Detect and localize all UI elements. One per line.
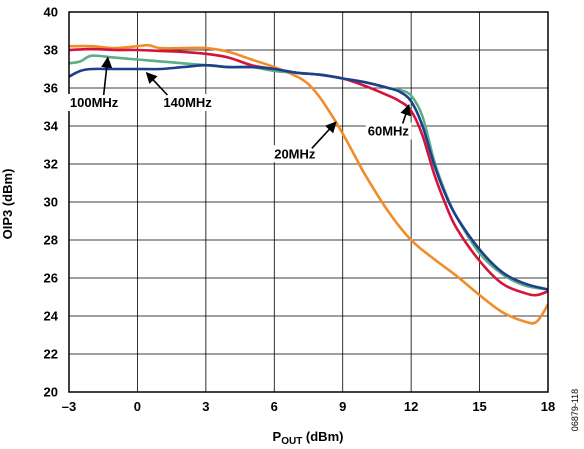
x-tick-label: 0 [134,399,141,414]
y-tick-label: 26 [44,271,58,286]
series-line-140mhz [69,63,548,291]
figure-id: 06879-118 [570,389,580,431]
series-line-60mhz [69,47,548,297]
y-tick-label: 28 [44,233,58,248]
annotation-label-bg [67,94,121,111]
y-tick-label: 22 [44,347,58,362]
y-tick-label: 30 [44,195,58,210]
y-tick-labels: 20 22 24 26 28 30 32 34 36 38 40 [44,5,59,400]
annotation-label-bg [365,122,412,140]
y-tick-label: 32 [44,157,58,172]
annotation-arrow [311,121,337,149]
y-tick-label: 20 [44,385,58,400]
x-tick-label: 15 [472,399,486,414]
series-line-20mhz [69,43,548,325]
x-axis-title-main: P [273,429,282,444]
x-tick-labels: –3 0 3 6 9 12 15 18 [62,399,555,414]
y-tick-label: 24 [44,309,59,324]
annotation-label-100mhz: 100MHz [70,95,119,110]
x-axis-title-sub: OUT [281,436,302,447]
y-tick-label: 36 [44,81,58,96]
x-tick-label: –3 [62,399,76,414]
annotations: 100MHz 140MHz 20MHz 60MHz [67,56,412,163]
annotation-label-bg [161,94,215,111]
y-tick-label: 38 [44,43,58,58]
series-line-100mhz [69,54,548,291]
annotation-arrow [101,56,113,96]
y-tick-label: 40 [44,5,58,20]
x-tick-label: 12 [404,399,418,414]
x-axis-title-unit: (dBm) [302,429,343,444]
annotation-label-bg [272,145,318,163]
x-tick-label: 6 [271,399,278,414]
y-axis-title: OIP3 (dBm) [0,169,15,240]
series-lines [69,43,548,325]
x-tick-label: 3 [202,399,209,414]
grid-lines [69,12,548,392]
y-tick-label: 34 [44,119,59,134]
plot-frame [68,11,549,393]
x-axis-title: POUT (dBm) [273,429,344,447]
annotation-arrow [400,104,411,124]
x-tick-label: 18 [541,399,555,414]
annotation-arrow [145,71,168,96]
annotation-label-20mhz: 20MHz [274,146,316,161]
annotation-label-140mhz: 140MHz [163,95,212,110]
annotation-label-60mhz: 60MHz [368,124,410,139]
x-tick-label: 9 [339,399,346,414]
